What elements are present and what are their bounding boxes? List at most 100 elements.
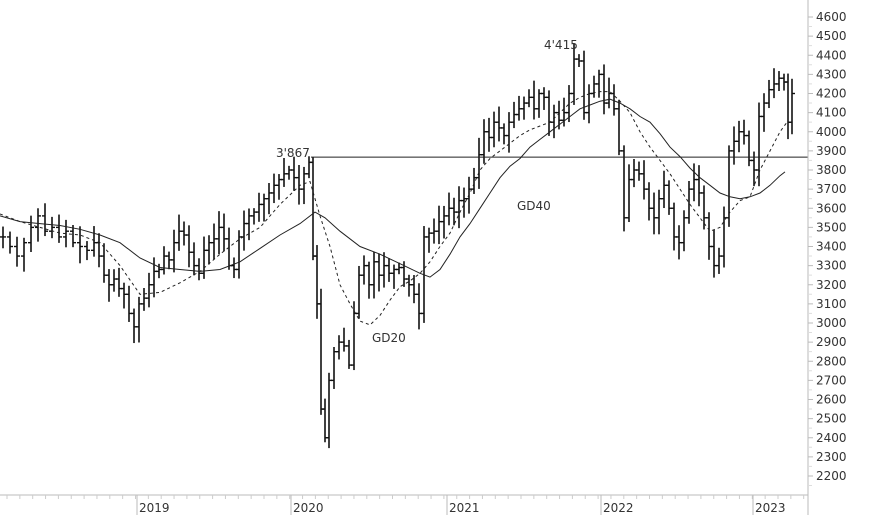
ohlc-bar: [196, 258, 202, 281]
gd40-moving-average-line: [0, 98, 786, 278]
ohlc-bar: [271, 173, 277, 204]
ohlc-bar: [318, 288, 324, 415]
ohlc-bar: [111, 269, 117, 292]
ohlc-bar: [276, 174, 282, 200]
x-axis-ticks: 2019 2020 2021 2022 2023: [6, 495, 805, 515]
ohlc-bar: [356, 265, 362, 319]
ohlc-bar: [121, 282, 127, 309]
y-tick-label: 3000: [816, 316, 847, 330]
y-tick-label: 3200: [816, 278, 847, 292]
ohlc-bar: [721, 206, 727, 268]
y-tick-label: 2200: [816, 469, 847, 483]
y-tick-label: 4300: [816, 67, 847, 81]
ohlc-bar: [281, 158, 287, 187]
ohlc-bar: [331, 347, 337, 389]
ohlc-bar: [486, 117, 492, 152]
ohlc-bar: [626, 164, 632, 223]
ohlc-bar: [35, 208, 41, 242]
ohlc-bar: [586, 84, 592, 124]
ohlc-bar: [201, 236, 207, 279]
ohlc-bar: [566, 85, 572, 123]
x-tick-label: 2022: [603, 501, 634, 515]
ohlc-bar: [501, 123, 507, 145]
ohlc-bar: [216, 211, 222, 255]
y-tick-label: 4200: [816, 87, 847, 101]
ohlc-bar: [471, 167, 477, 194]
ohlc-bar: [376, 253, 382, 292]
y-tick-label: 2400: [816, 431, 847, 445]
ohlc-bar: [671, 202, 677, 251]
y-tick-label: 4100: [816, 106, 847, 120]
ohlc-bar: [301, 166, 307, 205]
ohlc-bar: [636, 161, 642, 181]
y-tick-label: 3100: [816, 297, 847, 311]
ohlc-bar: [736, 120, 742, 153]
x-tick-label: 2020: [293, 501, 324, 515]
ohlc-bar: [546, 90, 552, 136]
ohlc-bar: [581, 50, 587, 120]
ohlc-bar: [322, 398, 328, 443]
ohlc-bar: [341, 327, 347, 352]
ohlc-bar: [176, 214, 182, 251]
ohlc-bar: [231, 257, 237, 279]
ohlc-bar: [771, 68, 777, 99]
ohlc-bar: [701, 185, 707, 230]
ohlc-bar: [651, 192, 657, 235]
ohlc-bar: [256, 192, 262, 222]
ohlc-bar: [491, 111, 497, 148]
ohlc-bar: [706, 212, 712, 260]
ohlc-bar: [426, 227, 432, 253]
y-tick-label: 2900: [816, 335, 847, 349]
ohlc-bar: [591, 75, 597, 98]
ohlc-bar: [766, 79, 772, 109]
ohlc-bar: [131, 308, 137, 344]
ohlc-bar: [436, 205, 442, 245]
ohlc-bar: [551, 104, 557, 139]
ohlc-bar: [366, 261, 372, 299]
ohlc-bar: [266, 183, 272, 215]
ohlc-bar: [416, 283, 422, 330]
y-tick-label: 3300: [816, 259, 847, 273]
ohlc-bar: [741, 119, 747, 145]
ohlc-bar: [456, 186, 462, 229]
y-tick-label: 3900: [816, 144, 847, 158]
ohlc-bar: [14, 236, 20, 267]
ohlc-bar: [286, 165, 292, 180]
label-gd40: GD40: [517, 199, 551, 213]
ohlc-bar: [206, 235, 212, 265]
ohlc-bar: [161, 246, 167, 275]
ohlc-bar: [70, 225, 76, 248]
ohlc-bar: [211, 223, 217, 260]
ohlc-bar: [96, 233, 102, 268]
ohlc-bar: [241, 210, 247, 251]
y-tick-label: 3600: [816, 201, 847, 215]
x-tick-label: 2021: [449, 501, 480, 515]
ohlc-bar: [42, 203, 48, 237]
y-tick-label: 2800: [816, 354, 847, 368]
ohlc-bar: [361, 255, 367, 285]
ohlc-bar: [141, 288, 147, 311]
ohlc-bar: [126, 285, 132, 322]
y-tick-label: 3700: [816, 182, 847, 196]
ohlc-bar: [496, 106, 502, 142]
ohlc-bar: [601, 64, 607, 115]
y-tick-label: 3500: [816, 220, 847, 234]
annotation-high-2022: 4'415: [544, 38, 578, 52]
ohlc-bar: [186, 225, 192, 268]
ohlc-bar: [731, 126, 737, 165]
y-axis-ticks: 4600 4500 4400 4300 4200 4100 4000 3900 3800 3700…: [808, 10, 847, 486]
ohlc-bar: [571, 43, 577, 105]
y-tick-label: 4400: [816, 48, 847, 62]
ohlc-bar: [506, 112, 512, 153]
ohlc-bar: [171, 229, 177, 273]
price-bars: [0, 43, 795, 449]
ohlc-bar: [785, 73, 791, 140]
ohlc-bar: [261, 193, 267, 222]
y-tick-label: 2600: [816, 393, 847, 407]
ohlc-bar: [656, 189, 662, 235]
ohlc-bar: [406, 274, 412, 297]
ohlc-bar: [641, 160, 647, 200]
ohlc-bar: [666, 180, 672, 215]
